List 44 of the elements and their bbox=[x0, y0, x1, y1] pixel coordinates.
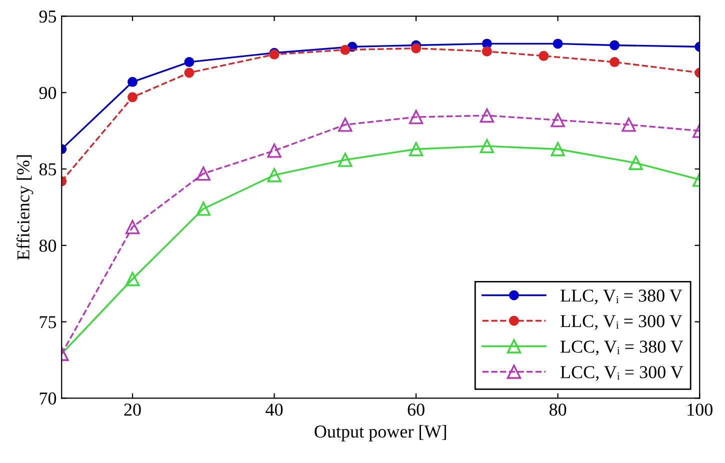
x-axis-title: Output power [W] bbox=[314, 424, 446, 442]
legend-label: LCC, Vᵢ = 380 V bbox=[560, 340, 684, 356]
x-tick-label: 100 bbox=[688, 404, 712, 416]
y-tick-label: 80 bbox=[39, 240, 56, 252]
point bbox=[480, 138, 494, 154]
point bbox=[552, 38, 563, 49]
x-tick-label: 80 bbox=[550, 404, 566, 416]
x-tick-label: 40 bbox=[266, 404, 283, 416]
point bbox=[610, 40, 620, 50]
point bbox=[550, 142, 565, 156]
point bbox=[408, 110, 424, 124]
x-tick-label: 60 bbox=[408, 404, 424, 416]
point bbox=[622, 118, 636, 132]
legend-label: LLC, Vᵢ = 380 V bbox=[560, 290, 682, 304]
point bbox=[550, 113, 565, 128]
point bbox=[196, 202, 210, 216]
point bbox=[184, 68, 194, 78]
point bbox=[338, 152, 352, 167]
point bbox=[480, 108, 494, 123]
y-tick-label: 75 bbox=[40, 316, 56, 328]
y-tick-label: 85 bbox=[39, 163, 56, 176]
x-tick-label: 20 bbox=[124, 404, 141, 416]
point bbox=[610, 57, 620, 68]
point bbox=[128, 92, 138, 102]
point bbox=[482, 46, 492, 56]
point bbox=[128, 76, 138, 87]
legend-label: LCC, Vᵢ = 300 V bbox=[560, 366, 684, 381]
point bbox=[538, 50, 549, 61]
y-tick-label: 90 bbox=[39, 86, 56, 100]
point bbox=[628, 156, 643, 170]
point bbox=[267, 144, 282, 158]
point bbox=[184, 57, 194, 68]
point bbox=[125, 220, 140, 234]
legend-label: LLC, Vᵢ = 300 V bbox=[560, 315, 682, 330]
y-tick-label: 95 bbox=[39, 10, 56, 23]
point bbox=[408, 142, 424, 156]
point bbox=[411, 43, 422, 54]
point bbox=[125, 272, 140, 286]
point bbox=[340, 44, 350, 55]
y-tick-label: 70 bbox=[40, 392, 56, 405]
point bbox=[267, 168, 282, 182]
point bbox=[196, 166, 210, 181]
point bbox=[338, 118, 352, 132]
y-axis-title: Efficiency [%] bbox=[16, 155, 34, 260]
